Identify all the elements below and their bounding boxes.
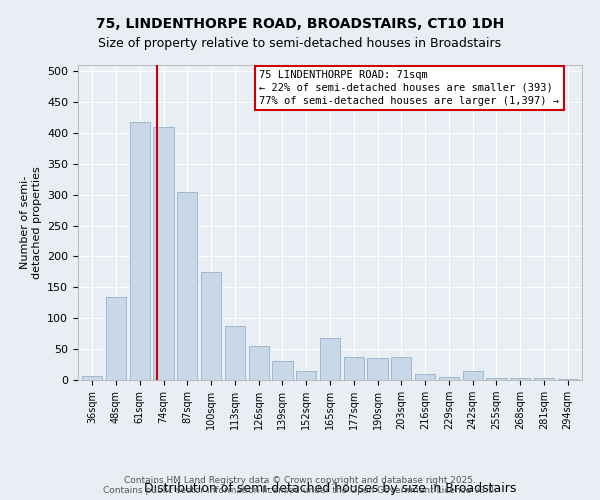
Bar bbox=[296, 370, 316, 380]
Bar bbox=[154, 127, 173, 380]
Bar bbox=[225, 326, 245, 380]
Text: 75, LINDENTHORPE ROAD, BROADSTAIRS, CT10 1DH: 75, LINDENTHORPE ROAD, BROADSTAIRS, CT10… bbox=[96, 18, 504, 32]
Bar bbox=[344, 356, 364, 380]
Bar bbox=[367, 358, 388, 380]
Bar bbox=[272, 362, 293, 380]
Y-axis label: Number of semi-
detached properties: Number of semi- detached properties bbox=[20, 166, 41, 279]
Bar bbox=[534, 378, 554, 380]
X-axis label: Distribution of semi-detached houses by size in Broadstairs: Distribution of semi-detached houses by … bbox=[144, 482, 516, 495]
Text: Contains HM Land Registry data © Crown copyright and database right 2025.
Contai: Contains HM Land Registry data © Crown c… bbox=[103, 476, 497, 495]
Bar bbox=[106, 296, 126, 380]
Bar bbox=[320, 338, 340, 380]
Bar bbox=[510, 378, 530, 380]
Bar bbox=[201, 272, 221, 380]
Bar bbox=[487, 378, 506, 380]
Bar bbox=[248, 346, 269, 380]
Bar bbox=[391, 356, 412, 380]
Text: 75 LINDENTHORPE ROAD: 71sqm
← 22% of semi-detached houses are smaller (393)
77% : 75 LINDENTHORPE ROAD: 71sqm ← 22% of sem… bbox=[259, 70, 559, 106]
Bar bbox=[463, 370, 483, 380]
Bar bbox=[557, 379, 578, 380]
Bar bbox=[415, 374, 435, 380]
Bar bbox=[82, 376, 103, 380]
Text: Size of property relative to semi-detached houses in Broadstairs: Size of property relative to semi-detach… bbox=[98, 38, 502, 51]
Bar bbox=[439, 377, 459, 380]
Bar bbox=[130, 122, 150, 380]
Bar bbox=[177, 192, 197, 380]
